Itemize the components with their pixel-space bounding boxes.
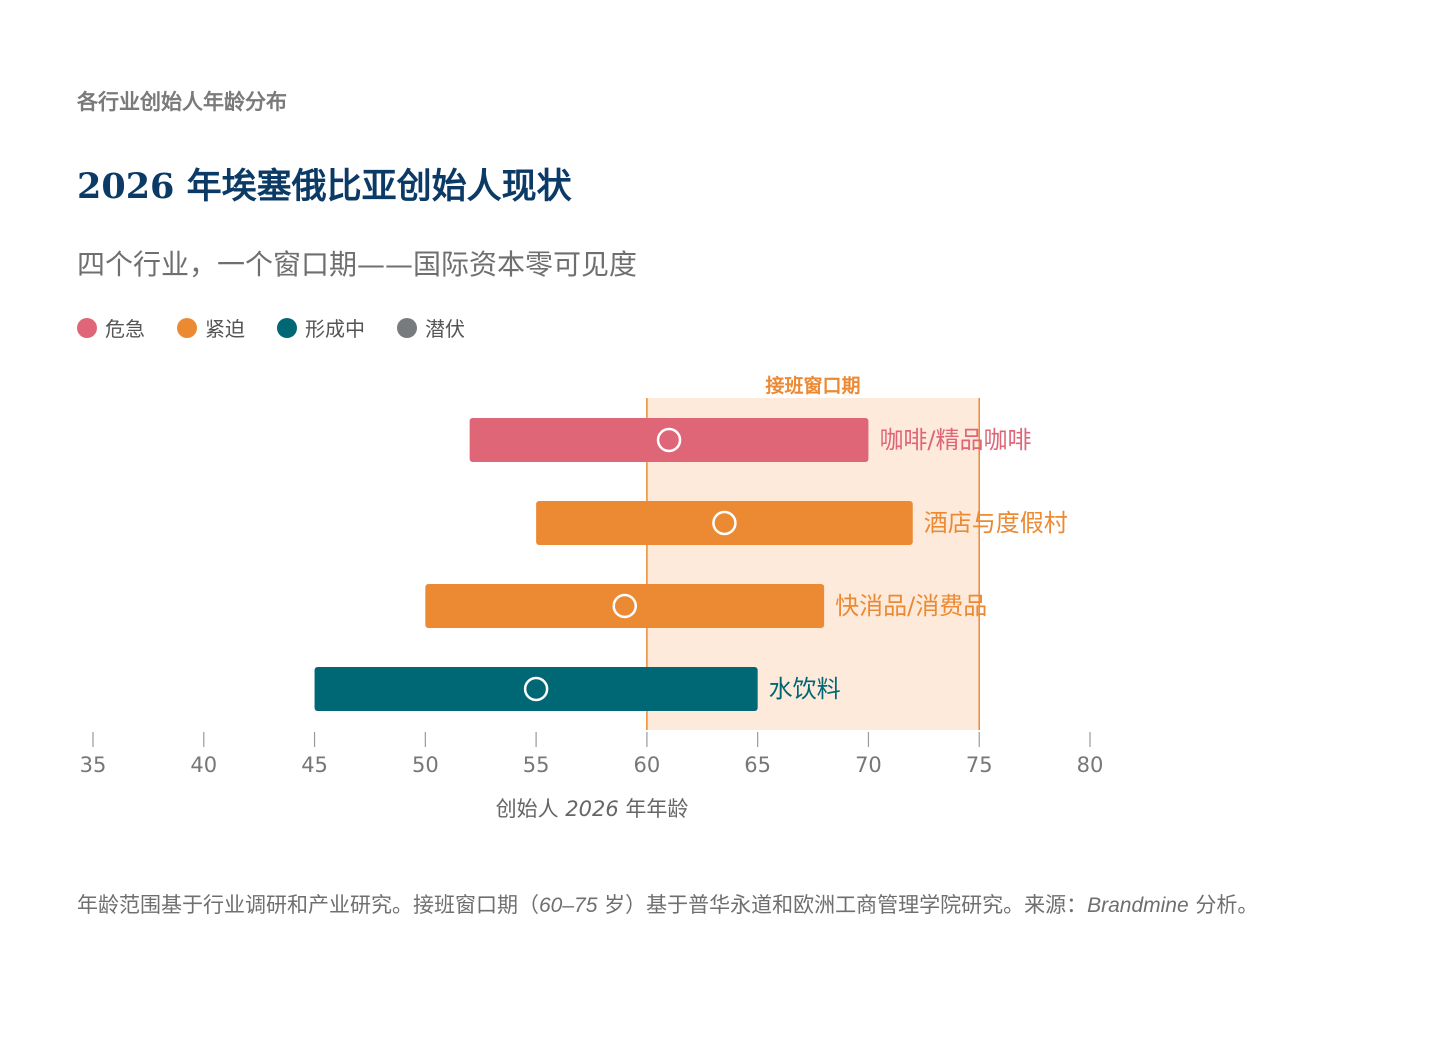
x-tick-label-40: 40	[190, 753, 217, 777]
x-axis-title: 创始人 2026 年年龄	[496, 797, 689, 821]
x-tick-label-80: 80	[1077, 753, 1104, 777]
chart-subtitle: 四个行业，一个窗口期——国际资本零可见度	[77, 248, 638, 281]
window-label: 接班窗口期	[766, 374, 861, 397]
x-tick-label-35: 35	[80, 753, 107, 777]
legend-item-critical: 危急	[77, 313, 145, 342]
legend-swatch-critical	[77, 317, 97, 338]
note-source: Brandmine	[1087, 894, 1189, 917]
legend-item-latent: 潜伏	[397, 313, 465, 342]
note-text-2: 岁）基于普华永道和欧洲工商管理学院研究。来源：	[597, 893, 1088, 917]
median-marker-1	[656, 427, 682, 453]
x-tick-label-70: 70	[855, 753, 882, 777]
x-tick-label-75: 75	[966, 753, 993, 777]
legend-item-forming: 形成中	[277, 313, 365, 342]
note-text-1: 年龄范围基于行业调研和产业研究。接班窗口期（	[77, 893, 539, 917]
bar-label-3: 快消品/消费品	[835, 592, 987, 620]
chart-title: 2026 年埃塞俄比亚创始人现状	[77, 166, 572, 207]
legend-label-latent: 潜伏	[425, 317, 465, 341]
bar-label-4: 水饮料	[769, 675, 841, 703]
legend-label-urgent: 紧迫	[205, 317, 245, 341]
x-tick-label-55: 55	[523, 753, 550, 777]
x-tick-label-45: 45	[301, 753, 328, 777]
bar-label-2: 酒店与度假村	[924, 509, 1068, 537]
chart-eyebrow: 各行业创始人年龄分布	[77, 90, 287, 114]
bar-4	[314, 667, 758, 711]
bar-2	[536, 501, 913, 545]
median-marker-2	[712, 510, 737, 536]
x-tick-label-65: 65	[744, 753, 771, 777]
median-marker-3	[612, 593, 637, 619]
note-text-3: 分析。	[1188, 893, 1259, 917]
x-tick-label-50: 50	[412, 753, 439, 777]
bar-3	[425, 584, 825, 628]
source-note: 年龄范围基于行业调研和产业研究。接班窗口期（60–75 岁）基于普华永道和欧洲工…	[77, 888, 1362, 923]
legend-swatch-latent	[397, 317, 417, 338]
legend-swatch-urgent	[177, 317, 197, 338]
note-range: 60–75	[539, 894, 598, 917]
legend-label-forming: 形成中	[305, 317, 365, 341]
legend-swatch-forming	[277, 317, 297, 338]
median-marker-4	[523, 676, 549, 702]
bar-1	[469, 418, 869, 462]
legend-label-critical: 危急	[105, 317, 145, 341]
legend: 危急 紧迫 形成中 潜伏	[77, 313, 465, 342]
bar-label-1: 咖啡/精品咖啡	[879, 426, 1031, 454]
x-tick-label-60: 60	[634, 753, 661, 777]
legend-item-urgent: 紧迫	[177, 313, 245, 342]
